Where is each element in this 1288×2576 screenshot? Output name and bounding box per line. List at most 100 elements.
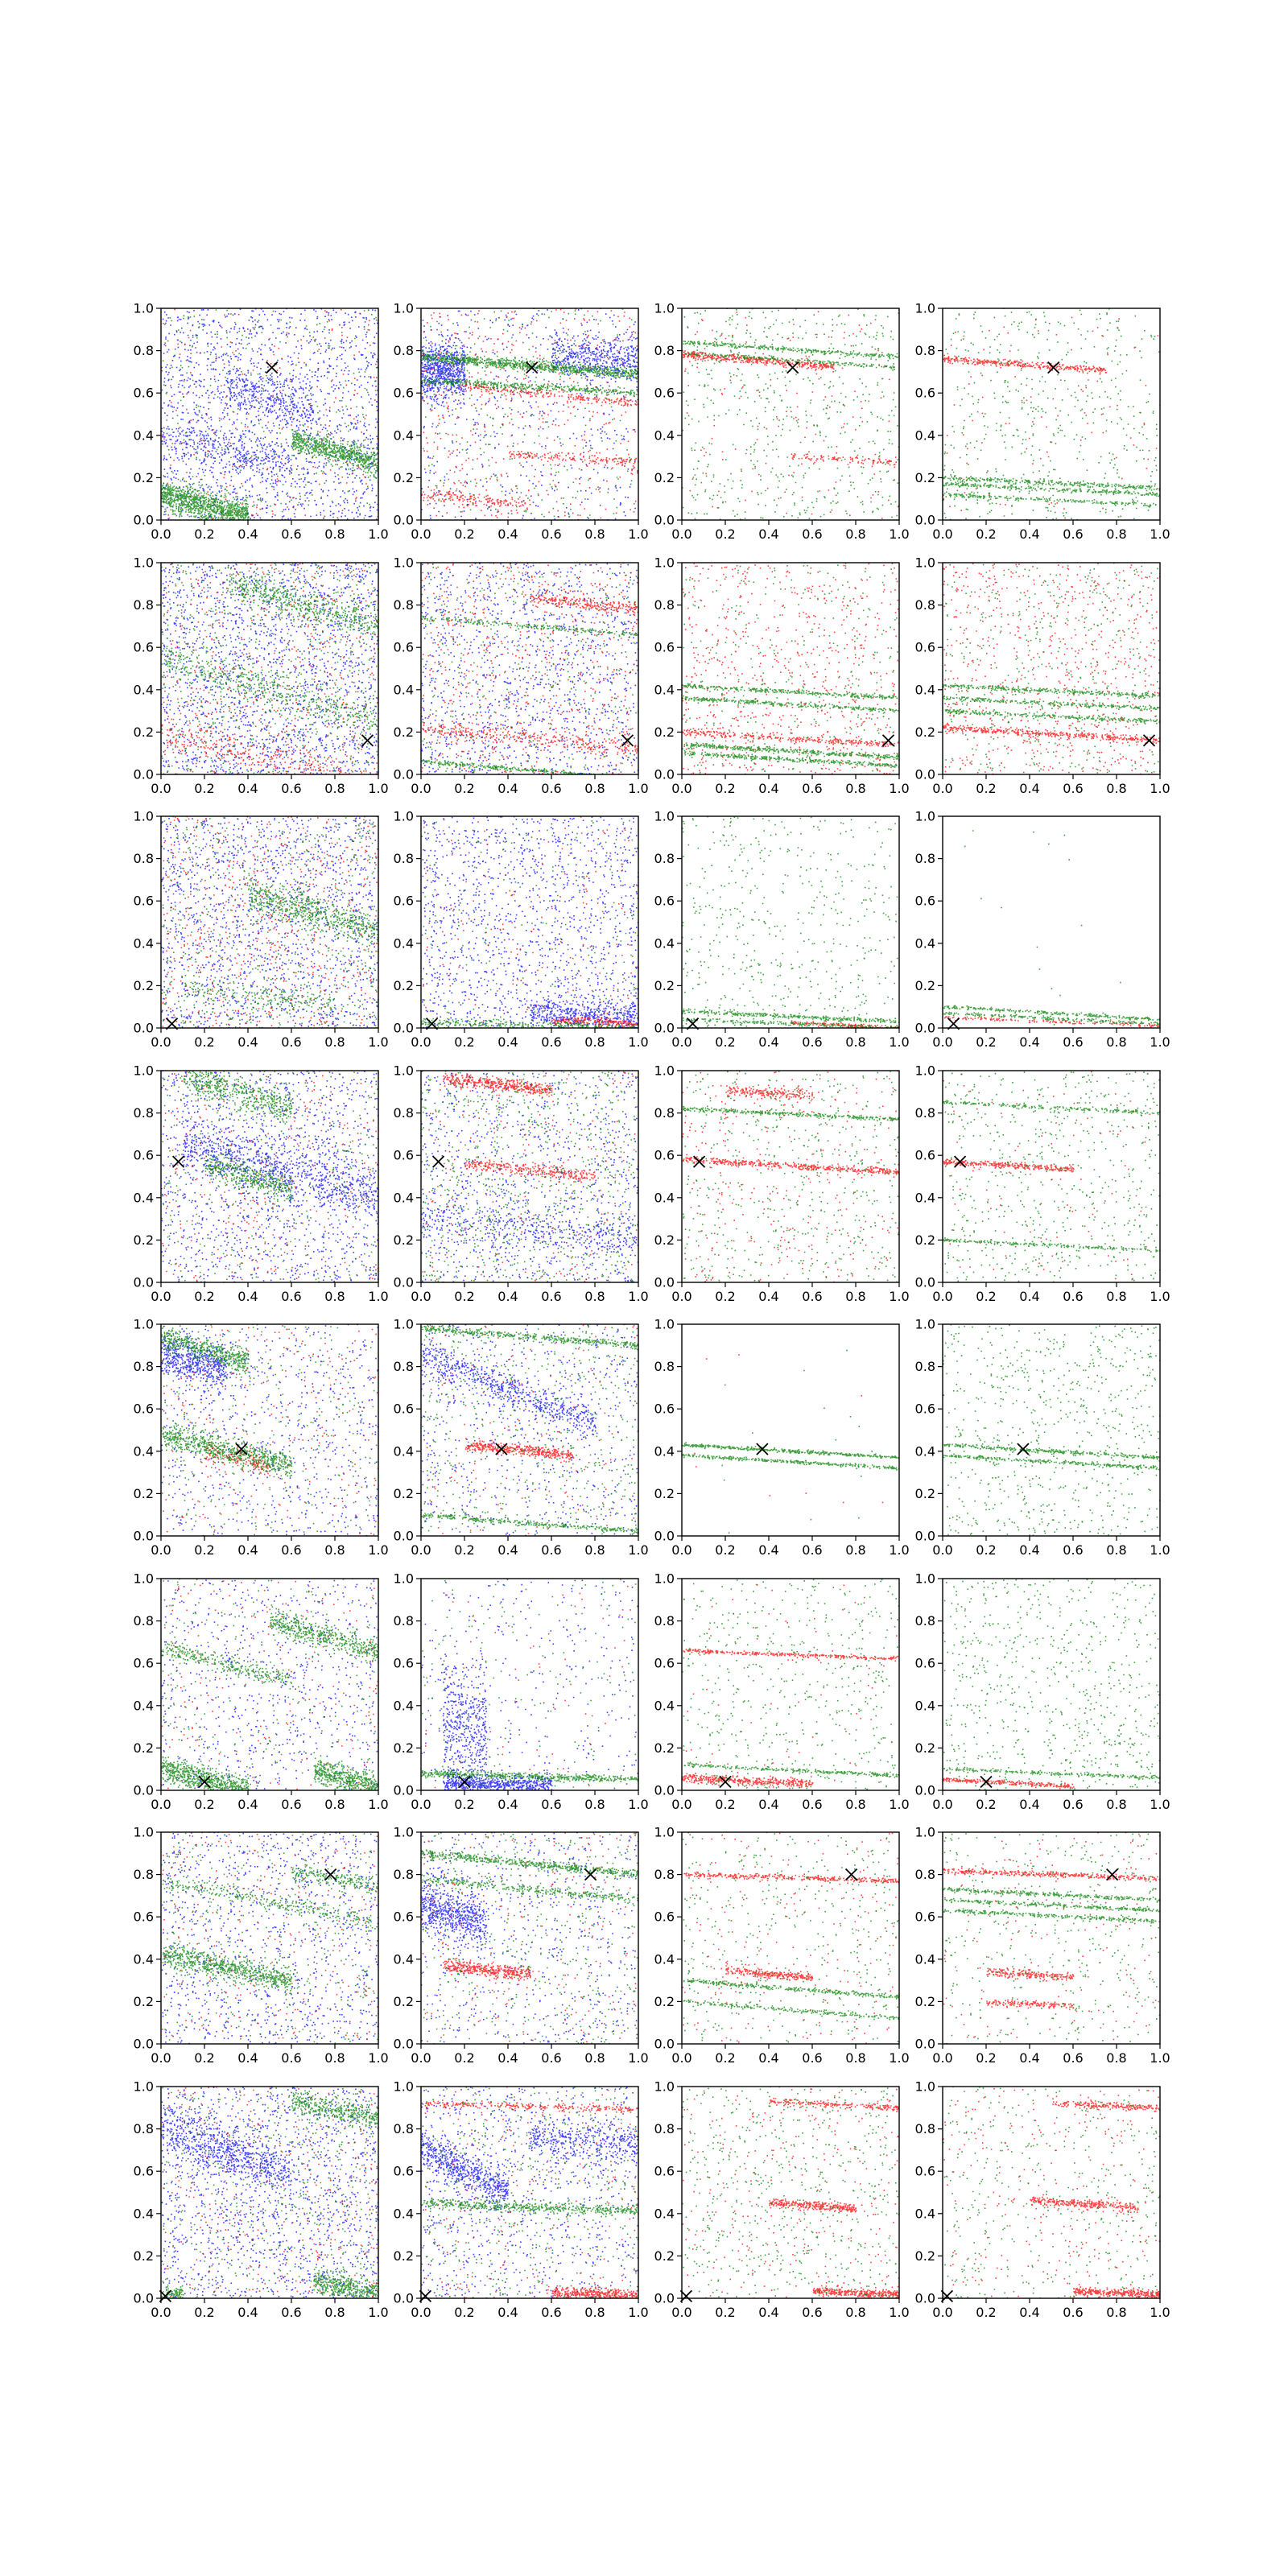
x-tick-label: 0.4 [1019, 1797, 1039, 1812]
x-tick-label: 0.4 [1019, 526, 1039, 542]
series-green-points [161, 1071, 378, 1282]
y-tick-label: 1.0 [915, 555, 935, 571]
axes-frame [420, 562, 639, 775]
x-tick-label: 0.8 [584, 1542, 605, 1558]
series-green-points [682, 308, 899, 520]
subplot-r1-c4: 0.0 0.2 0.4 0.6 0.8 1.0 0.0 0.2 0.4 0.6 0.8 1.0 [915, 301, 1170, 543]
x-tick-label: 0.0 [671, 526, 691, 542]
y-tick-label: 0.2 [394, 470, 414, 485]
y-tick-label: 0.6 [654, 386, 675, 401]
x-tick-label: 0.8 [845, 1542, 865, 1558]
x-marker [844, 1868, 858, 1881]
y-tick-label: 0.6 [394, 1402, 414, 1417]
x-tick-label: 0.4 [758, 2050, 778, 2066]
series-red-points [943, 316, 1159, 519]
series-red-points [421, 1579, 631, 1789]
x-marker [1047, 361, 1060, 374]
x-tick-label: 0.2 [454, 1289, 474, 1304]
y-tick-label: 0.4 [134, 1443, 154, 1459]
y-tick-label: 0.4 [654, 1190, 675, 1205]
series-green-points [421, 1071, 638, 1282]
scatter-points [943, 1579, 1160, 1790]
y-tick-label: 0.4 [394, 1190, 414, 1205]
series-green-points [943, 308, 1160, 520]
series-red-points [161, 308, 378, 520]
y-tick-label: 0.0 [654, 1021, 675, 1036]
y-tick-label: 0.4 [134, 935, 154, 951]
y-tick-label: 0.0 [654, 513, 675, 528]
y-tick-label: 0.2 [134, 470, 154, 485]
y-tick-label: 0.4 [134, 1190, 154, 1205]
axes-frame [420, 2086, 639, 2299]
x-tick-label: 0.6 [1063, 1542, 1083, 1558]
series-green-points [161, 563, 378, 774]
x-tick-label: 0.2 [715, 1797, 735, 1812]
x-tick-label: 1.0 [368, 2050, 388, 2066]
x-tick-label: 0.0 [671, 2050, 691, 2066]
series-blue-points [161, 2087, 378, 2298]
subplot-r2-c4: 0.0 0.2 0.4 0.6 0.8 1.0 0.0 0.2 0.4 0.6 0.8 1.0 [915, 555, 1170, 797]
x-tick-label: 0.4 [758, 1797, 778, 1812]
x-tick-label: 1.0 [628, 526, 648, 542]
series-green-points [943, 2087, 1160, 2298]
subplot-r6-c4: 0.0 0.2 0.4 0.6 0.8 1.0 0.0 0.2 0.4 0.6 0.8 1.0 [915, 1571, 1170, 1813]
subplot-r1-c2: 0.0 0.2 0.4 0.6 0.8 1.0 0.0 0.2 0.4 0.6 0.8 1.0 [394, 301, 649, 543]
axes-frame [681, 815, 900, 1029]
y-tick-label: 0.4 [654, 935, 675, 951]
y-tick-label: 0.4 [915, 1443, 935, 1459]
x-tick-label: 0.4 [1019, 2050, 1039, 2066]
subplot-r4-c4: 0.0 0.2 0.4 0.6 0.8 1.0 0.0 0.2 0.4 0.6 0.8 1.0 [915, 1063, 1170, 1305]
y-tick-label: 0.0 [394, 1783, 414, 1798]
y-tick-label: 0.0 [134, 2291, 154, 2306]
scatter-points [943, 2087, 1160, 2298]
y-tick-label: 0.6 [394, 386, 414, 401]
x-tick-label: 0.8 [324, 1034, 345, 1050]
y-tick-label: 0.6 [134, 1909, 154, 1925]
subplot-r6-c3: 0.0 0.2 0.4 0.6 0.8 1.0 0.0 0.2 0.4 0.6 0.8 1.0 [654, 1571, 910, 1813]
x-tick-label: 0.2 [715, 526, 735, 542]
y-tick-label: 0.6 [654, 1656, 675, 1671]
x-marker [361, 734, 374, 747]
x-tick-label: 0.6 [281, 1034, 301, 1050]
y-tick-label: 0.4 [654, 1698, 675, 1713]
y-tick-label: 0.6 [394, 640, 414, 655]
x-tick-label: 0.4 [237, 1797, 258, 1812]
series-red-points [423, 1324, 638, 1534]
x-tick-label: 0.0 [151, 526, 171, 542]
y-tick-label: 1.0 [654, 1063, 675, 1079]
subplot-r1-c1: 0.0 0.2 0.4 0.6 0.8 1.0 0.0 0.2 0.4 0.6 0.8 1.0 [134, 301, 389, 543]
y-tick-label: 0.8 [654, 1359, 675, 1374]
y-tick-label: 1.0 [654, 1825, 675, 1840]
x-tick-label: 0.2 [715, 1034, 735, 1050]
x-tick-label: 0.4 [237, 2305, 258, 2320]
y-tick-label: 0.2 [915, 724, 935, 740]
x-marker [1017, 1443, 1030, 1455]
x-tick-label: 0.8 [584, 1289, 605, 1304]
subplot-r4-c1: 0.0 0.2 0.4 0.6 0.8 1.0 0.0 0.2 0.4 0.6 0.8 1.0 [134, 1063, 389, 1305]
series-blue-points [421, 1071, 638, 1282]
y-tick-label: 0.8 [654, 343, 675, 358]
series-red-points [943, 563, 1160, 774]
x-tick-label: 1.0 [1150, 2050, 1170, 2066]
x-tick-label: 0.2 [194, 1797, 214, 1812]
x-tick-label: 0.2 [454, 2050, 474, 2066]
x-marker [756, 1443, 769, 1455]
x-marker [458, 1775, 471, 1789]
series-red-points [943, 1832, 1160, 2041]
x-tick-label: 0.6 [281, 1542, 301, 1558]
y-tick-label: 0.2 [654, 2248, 675, 2264]
series-green-points [421, 563, 638, 774]
x-tick-label: 0.0 [151, 1034, 171, 1050]
y-tick-label: 0.2 [654, 724, 675, 740]
series-red-points [682, 2088, 899, 2298]
x-tick-label: 0.0 [151, 2305, 171, 2320]
y-tick-label: 0.0 [915, 1529, 935, 1544]
scatter-points [682, 1349, 899, 1534]
x-tick-label: 0.2 [194, 2305, 214, 2320]
y-tick-label: 0.6 [394, 1656, 414, 1671]
y-tick-label: 0.6 [394, 1909, 414, 1925]
x-tick-label: 0.4 [1019, 1542, 1039, 1558]
y-tick-label: 0.2 [394, 978, 414, 993]
y-tick-label: 0.0 [654, 2037, 675, 2052]
